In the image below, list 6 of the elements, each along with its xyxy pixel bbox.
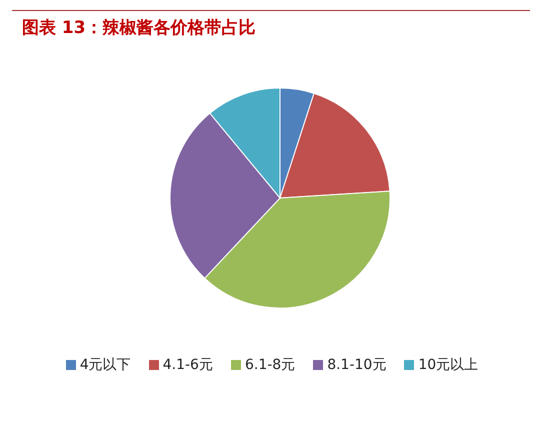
legend-label: 4.1-6元 [162,356,213,374]
legend-label: 8.1-10元 [327,356,386,374]
chart-title: 图表 13：辣椒酱各价格带占比 [22,17,256,39]
legend-label: 6.1-8元 [244,356,296,374]
legend-label: 4元以下 [80,356,131,374]
legend-label: 10元以上 [418,356,478,374]
